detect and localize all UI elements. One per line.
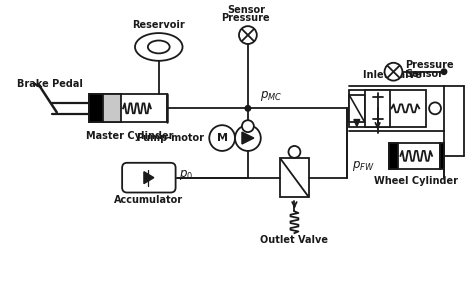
- Polygon shape: [354, 120, 360, 126]
- Circle shape: [210, 125, 235, 151]
- Bar: [365, 90, 391, 127]
- Polygon shape: [144, 172, 154, 184]
- Circle shape: [242, 120, 254, 132]
- Text: Wheel Cylinder: Wheel Cylinder: [374, 176, 458, 186]
- Text: $p_{MC}$: $p_{MC}$: [260, 90, 282, 103]
- Circle shape: [384, 63, 402, 81]
- FancyBboxPatch shape: [122, 163, 175, 192]
- Circle shape: [289, 146, 301, 158]
- Bar: [349, 95, 365, 122]
- Text: Inlet Valve: Inlet Valve: [363, 69, 422, 80]
- Bar: [349, 90, 426, 127]
- Text: Brake Pedal: Brake Pedal: [17, 79, 83, 89]
- Text: Reservoir: Reservoir: [132, 20, 185, 30]
- Polygon shape: [242, 132, 254, 144]
- Ellipse shape: [148, 41, 170, 53]
- Circle shape: [235, 125, 261, 151]
- Text: $p_{FW}$: $p_{FW}$: [352, 159, 374, 173]
- Circle shape: [245, 105, 251, 112]
- Bar: [280, 158, 310, 197]
- Text: Sensor: Sensor: [405, 69, 443, 79]
- Text: Master Cylinder: Master Cylinder: [86, 131, 174, 141]
- Bar: [103, 94, 121, 122]
- Text: M: M: [217, 133, 228, 143]
- Bar: [389, 143, 440, 169]
- Text: Pressure: Pressure: [405, 60, 454, 70]
- Circle shape: [429, 102, 441, 114]
- Text: Accumulator: Accumulator: [114, 196, 183, 205]
- Bar: [90, 94, 167, 122]
- Circle shape: [239, 26, 257, 44]
- Circle shape: [440, 68, 447, 75]
- Text: Pressure: Pressure: [222, 13, 270, 23]
- Bar: [440, 143, 444, 169]
- Text: $p_0$: $p_0$: [179, 168, 193, 182]
- Ellipse shape: [135, 33, 182, 61]
- Bar: [90, 94, 103, 122]
- Text: Pump-motor: Pump-motor: [137, 133, 204, 143]
- Text: Sensor: Sensor: [227, 5, 265, 15]
- Text: Outlet Valve: Outlet Valve: [260, 235, 328, 245]
- Bar: [389, 143, 399, 169]
